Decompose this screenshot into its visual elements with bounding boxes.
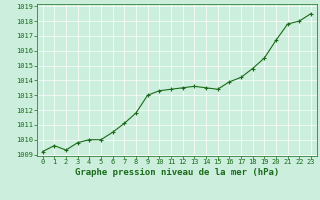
X-axis label: Graphe pression niveau de la mer (hPa): Graphe pression niveau de la mer (hPa) xyxy=(75,168,279,177)
